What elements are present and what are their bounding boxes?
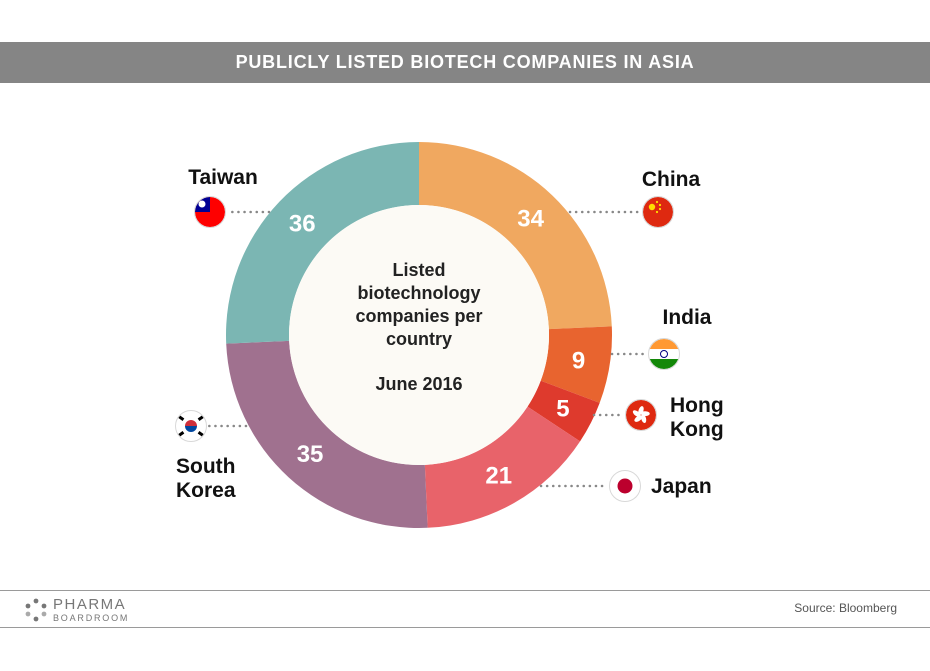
- country-label-india: India: [662, 306, 711, 329]
- china-flag-icon: [642, 196, 674, 228]
- source-note: Source: Bloomberg: [794, 601, 897, 615]
- logo-word-pharma: PHARMA: [53, 596, 127, 613]
- slice-taiwan: [226, 142, 419, 344]
- donut-center: [289, 205, 549, 465]
- footer-bottom-divider: [0, 627, 930, 628]
- country-label-japan: Japan: [651, 475, 712, 498]
- logo-dots-icon: [25, 598, 47, 622]
- value-label-india: 9: [572, 347, 585, 374]
- india-flag-icon: [648, 338, 680, 370]
- value-label-taiwan: 36: [289, 210, 316, 237]
- center-text-line: country: [386, 329, 452, 349]
- center-text-line: Listed: [392, 260, 445, 280]
- taiwan-flag-icon: [194, 196, 226, 228]
- country-label-hong-kong: Kong: [670, 418, 724, 441]
- logo-word-boardroom: BOARDROOM: [53, 613, 130, 623]
- slice-china: [419, 142, 612, 330]
- country-label-south-korea: Korea: [176, 479, 236, 502]
- value-label-china: 34: [517, 205, 544, 232]
- value-label-japan: 21: [485, 462, 512, 489]
- value-label-hong-kong: 5: [556, 395, 569, 422]
- country-label-south-korea: South: [176, 455, 235, 478]
- center-text-line: biotechnology: [358, 283, 481, 303]
- south-korea-flag-icon: [175, 410, 207, 442]
- japan-flag-icon: [609, 470, 641, 502]
- slice-south-korea: [226, 340, 428, 528]
- slice-hong-kong: [527, 380, 600, 442]
- country-label-taiwan: Taiwan: [188, 166, 258, 189]
- footer-top-divider: [0, 590, 930, 591]
- hong-kong-flag-icon: [625, 399, 657, 431]
- country-label-hong-kong: Hong: [670, 394, 724, 417]
- center-date: June 2016: [375, 374, 462, 394]
- slice-japan: [424, 406, 581, 528]
- chart-title: PUBLICLY LISTED BIOTECH COMPANIES IN ASI…: [0, 42, 930, 83]
- value-label-south-korea: 35: [297, 441, 324, 468]
- country-label-china: China: [642, 168, 701, 191]
- slice-india: [540, 326, 612, 403]
- center-text-line: companies per: [355, 306, 482, 326]
- pharma-boardroom-logo: PHARMA BOARDROOM: [24, 596, 129, 624]
